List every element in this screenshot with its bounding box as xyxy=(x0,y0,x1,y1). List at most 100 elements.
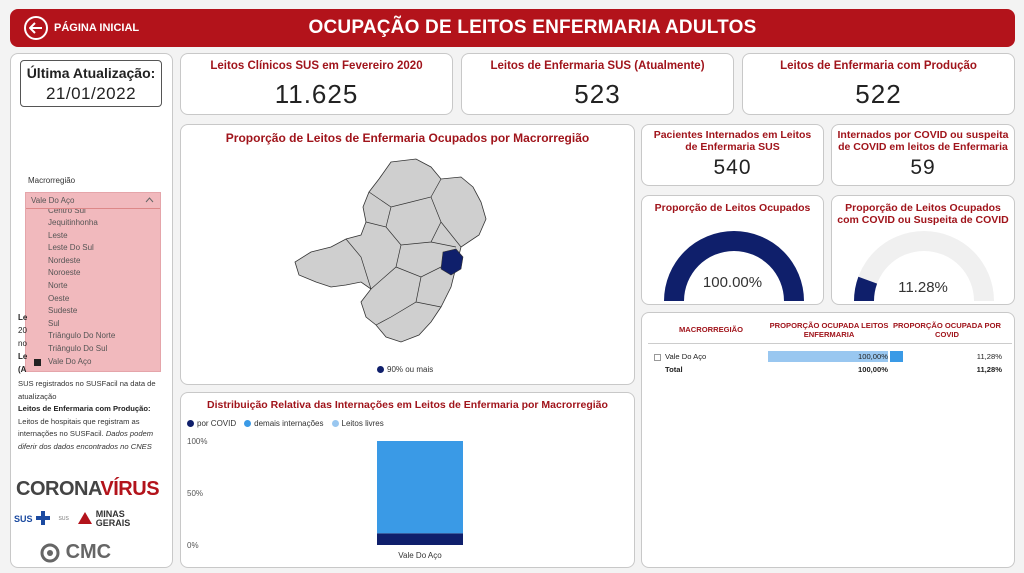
map-card: Proporção de Leitos de Enfermaria Ocupad… xyxy=(180,124,635,385)
slicer-item[interactable]: Jequitinhonha xyxy=(48,218,98,227)
kpi-card-leitos-clinicos: Leitos Clínicos SUS em Fevereiro 2020 11… xyxy=(180,53,453,115)
x-tick-label: Vale Do Aço xyxy=(398,551,442,560)
kpi-value: 11.625 xyxy=(274,79,359,109)
table-total-row: Total 100,00% 11,28% xyxy=(648,363,1012,376)
table-header: MACRORREGIÃO PROPORÇÃO OCUPADA LEITOS EN… xyxy=(648,316,1012,344)
sus-sub-logo: SUS xyxy=(58,516,69,522)
slicer-item[interactable]: Nordeste xyxy=(48,255,81,265)
sus-logo: SUS xyxy=(14,514,33,524)
gauge-title: Proporção de Leitos Ocupados com COVID o… xyxy=(837,202,1009,226)
gauge-value: 100.00% xyxy=(702,274,763,291)
note-fragment: Le xyxy=(18,313,28,322)
legend-item[interactable]: Leitos livres xyxy=(331,419,384,428)
gauge-title: Proporção de Leitos Ocupados xyxy=(654,202,811,214)
slicer-item[interactable]: Leste Do Sul xyxy=(48,243,94,253)
minas-icon xyxy=(77,511,93,527)
kpi-card-leitos-enfermaria: Leitos de Enfermaria SUS (Atualmente) 52… xyxy=(461,53,734,115)
notes-line: SUS registrados no SUSFacil na data de xyxy=(18,379,156,388)
minas-gerais-map[interactable] xyxy=(291,157,551,352)
page-title: OCUPAÇÃO DE LEITOS ENFERMARIA ADULTOS xyxy=(308,17,757,38)
gauge-card-ocupados: Proporção de Leitos Ocupados 100.00% xyxy=(641,195,824,305)
kpi-title: Leitos de Enfermaria SUS (Atualmente) xyxy=(490,60,705,72)
gauge-chart xyxy=(664,230,804,301)
back-arrow-icon xyxy=(24,16,48,40)
map-title: Proporção de Leitos de Enfermaria Ocupad… xyxy=(225,131,590,145)
kpi-card-pacientes: Pacientes Internados em Leitos de Enferm… xyxy=(641,124,824,186)
y-tick-label: 0% xyxy=(187,541,199,550)
slicer-item[interactable]: Oeste xyxy=(48,293,70,303)
notes-text: SUS registrados no SUSFacil na data de a… xyxy=(18,378,168,453)
note-fragment: 20 xyxy=(18,326,27,335)
legend-dot-icon xyxy=(377,366,384,374)
note-fragment: (A xyxy=(18,365,27,374)
gauge-card-covid: Proporção de Leitos Ocupados com COVID o… xyxy=(831,195,1015,305)
minas-logo: MINAS GERAIS xyxy=(95,509,131,528)
table-row[interactable]: Vale Do Aço 100,00% 11,28% xyxy=(648,350,1012,363)
total-label: Total xyxy=(665,365,683,374)
kpi-card-covid: Internados por COVID ou suspeita de COVI… xyxy=(831,124,1015,186)
notes-line: internações no SUSFacil. xyxy=(18,429,104,438)
last-update-label: Última Atualização: xyxy=(26,65,156,81)
slicer-item-selected[interactable]: Vale Do Aço xyxy=(34,356,160,369)
y-tick-label: 100% xyxy=(187,437,207,446)
notes-line: diferir dos dados encontrados no CNES xyxy=(18,441,152,451)
slicer-item[interactable]: Sul xyxy=(48,318,60,328)
slicer-item[interactable]: Sudeste xyxy=(48,306,78,316)
slicer-item[interactable]: Triângulo Do Sul xyxy=(48,343,108,353)
slicer-item[interactable]: Leste xyxy=(48,230,68,240)
slicer-dropdown[interactable]: Vale Do Aço xyxy=(26,193,160,209)
map-region-vale-do-aco xyxy=(440,248,464,276)
slicer-item[interactable]: Noroeste xyxy=(48,268,81,278)
macrorregiao-slicer[interactable]: Vale Do Aço Centro Sul Jequitinhonha Les… xyxy=(25,192,161,372)
header-bar: PÁGINA INICIAL OCUPAÇÃO DE LEITOS ENFERM… xyxy=(10,9,1015,47)
last-update-box: Última Atualização: 21/01/2022 xyxy=(20,60,162,107)
col-header[interactable]: PROPORÇÃO OCUPADA LEITOS ENFERMARIA xyxy=(769,320,889,339)
notes-heading: Leitos de Enfermaria com Produção: xyxy=(18,404,151,413)
expand-icon[interactable] xyxy=(654,353,661,361)
home-button[interactable]: PÁGINA INICIAL xyxy=(24,16,139,40)
note-fragment: no xyxy=(18,339,27,348)
last-update-date: 21/01/2022 xyxy=(45,84,137,103)
total-p2: 11,28% xyxy=(976,365,1002,374)
macro-table: MACRORREGIÃO PROPORÇÃO OCUPADA LEITOS EN… xyxy=(648,316,1012,376)
kpi-value: 523 xyxy=(574,79,621,109)
kpi-value: 59 xyxy=(910,156,936,179)
kpi-value: 522 xyxy=(855,79,902,109)
bar-segment[interactable] xyxy=(377,533,463,545)
bar-segment[interactable] xyxy=(377,441,463,534)
note-fragment: Le xyxy=(18,352,28,361)
slicer-item[interactable]: Norte xyxy=(48,280,68,290)
chart-title: Distribuição Relativa das Internações em… xyxy=(207,399,608,411)
cmc-logo: CMC xyxy=(40,541,111,564)
bar-p2 xyxy=(890,351,903,362)
kpi-title: Leitos Clínicos SUS em Fevereiro 2020 xyxy=(210,60,423,72)
home-label: PÁGINA INICIAL xyxy=(54,22,140,34)
stacked-bar-chart: 100% 50% 0% Vale Do Aço xyxy=(187,437,463,560)
gauge-fill xyxy=(664,230,804,301)
slicer-selected-value: Vale Do Aço xyxy=(31,196,75,205)
col-header[interactable]: PROPORÇÃO OCUPADA POR COVID xyxy=(892,320,1001,339)
legend-dot-icon xyxy=(187,420,194,428)
legend-item[interactable]: demais internações xyxy=(244,419,324,428)
legend-dot-icon xyxy=(244,420,252,428)
chart-legend: por COVID demais internações Leitos livr… xyxy=(187,419,384,428)
legend-item[interactable]: por COVID xyxy=(187,419,236,428)
notes-line: atualização xyxy=(18,391,57,401)
slicer-label: Macrorregião xyxy=(28,176,76,185)
slicer-item[interactable]: Centro Sul xyxy=(48,209,86,215)
col-header[interactable]: MACRORREGIÃO xyxy=(678,325,744,334)
partner-logos: SUS SUS MINAS GERAIS xyxy=(14,510,138,528)
total-p1: 100,00% xyxy=(858,365,888,374)
y-tick-label: 50% xyxy=(187,489,203,498)
cell-p1: 100,00% xyxy=(768,350,890,363)
kpi-title: Leitos de Enfermaria com Produção xyxy=(780,60,977,72)
bar-p1 xyxy=(768,351,888,362)
distribution-chart-card: Distribuição Relativa das Internações em… xyxy=(180,392,635,568)
row-name: Vale Do Aço xyxy=(648,352,768,361)
slicer-item[interactable]: Triângulo Do Norte xyxy=(48,331,116,341)
gauge-fill xyxy=(854,276,878,301)
kpi-title: Pacientes Internados em Leitos de Enferm… xyxy=(653,129,812,153)
notes-italic: Dados podem xyxy=(105,429,154,438)
kpi-title: Internados por COVID ou suspeita de COVI… xyxy=(837,129,1009,153)
map-legend: 90% ou mais xyxy=(377,365,433,374)
